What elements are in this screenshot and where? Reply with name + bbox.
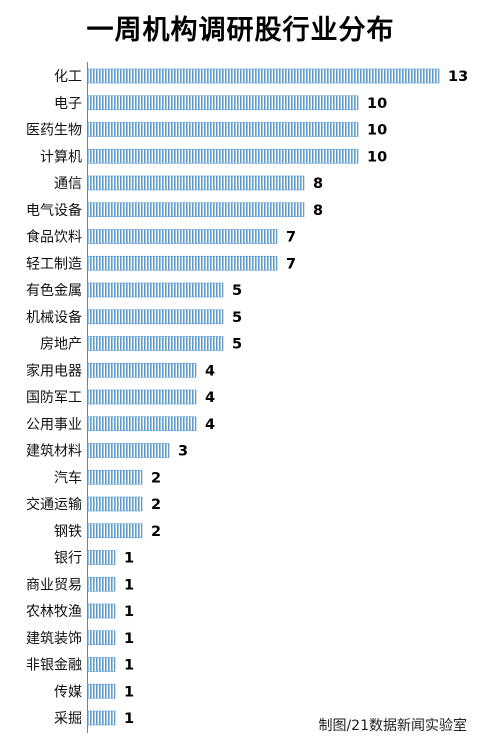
- value-label: 10: [367, 123, 387, 139]
- bar: [87, 416, 197, 432]
- bar: [87, 202, 305, 218]
- value-label: 2: [151, 470, 161, 486]
- category-label: 电子: [54, 96, 82, 112]
- value-label: 2: [151, 524, 161, 540]
- bar: [87, 710, 116, 726]
- bar: [87, 630, 116, 646]
- bar: [87, 496, 143, 512]
- category-label: 化工: [54, 69, 82, 85]
- bar: [87, 122, 359, 137]
- bar: [87, 576, 116, 592]
- value-label: 7: [286, 256, 296, 272]
- category-label: 农林牧渔: [26, 604, 82, 620]
- value-label: 5: [232, 310, 242, 326]
- value-label: 1: [124, 684, 134, 700]
- chart-title: 一周机构调研股行业分布: [86, 15, 395, 46]
- category-label: 医药生物: [26, 123, 82, 139]
- category-label: 汽车: [54, 469, 82, 486]
- category-label: 钢铁: [54, 524, 82, 540]
- category-label: 商业贸易: [26, 577, 82, 593]
- bar: [87, 657, 116, 672]
- value-label: 1: [124, 604, 134, 620]
- bar: [87, 229, 278, 244]
- bar: [87, 68, 440, 84]
- category-label: 非银金融: [26, 658, 82, 674]
- category-label: 采掘: [54, 711, 82, 727]
- bar: [87, 148, 359, 164]
- value-label: 10: [367, 96, 387, 112]
- bar: [87, 469, 143, 485]
- category-label: 通信: [54, 176, 82, 192]
- value-label: 4: [205, 417, 215, 433]
- category-label: 机械设备: [26, 309, 82, 326]
- category-label: 食品饮料: [26, 229, 82, 246]
- category-label: 电气设备: [26, 202, 82, 219]
- category-label: 公用事业: [26, 417, 82, 433]
- bar: [87, 309, 224, 325]
- value-label: 5: [232, 283, 242, 299]
- bar: [87, 95, 359, 111]
- bar: [87, 362, 197, 378]
- bar: [87, 282, 224, 298]
- value-label: 10: [367, 149, 387, 165]
- category-label: 家用电器: [26, 362, 82, 379]
- bar: [87, 523, 143, 539]
- category-label: 建筑材料: [26, 444, 82, 460]
- bar: [87, 443, 170, 458]
- category-label: 国防军工: [26, 390, 82, 406]
- value-label: 1: [124, 711, 134, 727]
- value-label: 1: [124, 658, 134, 674]
- value-label: 8: [313, 176, 323, 192]
- value-label: 8: [313, 203, 323, 219]
- category-label: 房地产: [40, 337, 82, 353]
- category-label: 交通运输: [26, 496, 82, 513]
- category-label: 计算机: [40, 149, 82, 165]
- value-label: 13: [448, 69, 468, 85]
- value-label: 1: [124, 577, 134, 593]
- bar: [87, 389, 197, 405]
- value-label: 4: [205, 363, 215, 379]
- bar: [87, 550, 116, 565]
- category-label: 轻工制造: [26, 256, 82, 272]
- category-label: 传媒: [54, 684, 82, 700]
- value-label: 2: [151, 497, 161, 513]
- bar: [87, 683, 116, 699]
- credit-text: 制图/21数据新闻实验室: [318, 718, 467, 734]
- category-label: 银行: [54, 551, 82, 567]
- bar: [87, 603, 116, 619]
- value-label: 7: [286, 230, 296, 246]
- bar: [87, 336, 224, 351]
- value-label: 1: [124, 551, 134, 567]
- value-label: 3: [178, 444, 188, 460]
- value-label: 1: [124, 631, 134, 647]
- bar: [87, 255, 278, 271]
- value-label: 5: [232, 337, 242, 353]
- category-label: 建筑装饰: [26, 631, 82, 647]
- bar: [87, 175, 305, 191]
- value-label: 4: [205, 390, 215, 406]
- category-label: 有色金属: [26, 282, 82, 299]
